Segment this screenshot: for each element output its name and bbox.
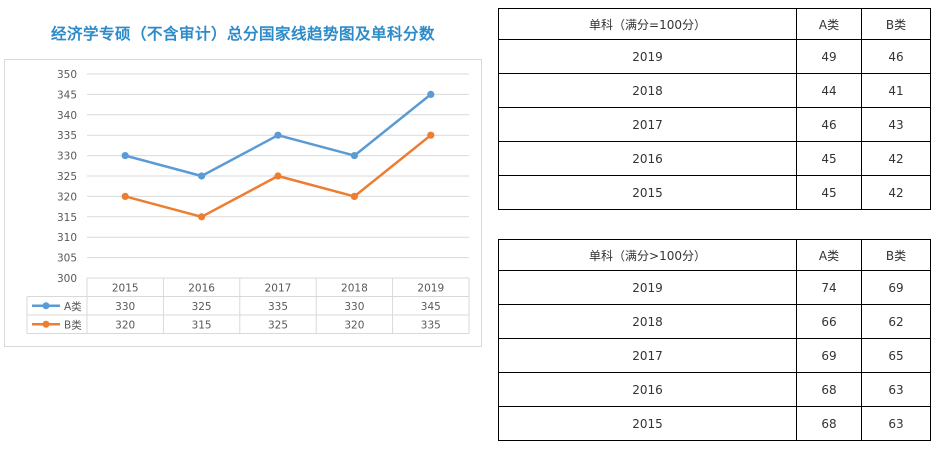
x-category-label: 2017 bbox=[265, 282, 292, 294]
line-chart: 300 305 310 315 320 325 330 335 340 345 350 2015 201… bbox=[4, 59, 482, 347]
chart-title: 经济学专硕（不含审计）总分国家线趋势图及单科分数 bbox=[50, 25, 435, 43]
header-b: B类 bbox=[861, 239, 931, 271]
b-cell: 42 bbox=[861, 141, 931, 176]
table-row: 2015 68 63 bbox=[498, 406, 931, 441]
year-cell: 2018 bbox=[498, 304, 797, 339]
single-subject-table-100: 单科（满分=100分） A类 B类 2019 49 46 2018 44 41 … bbox=[498, 8, 931, 210]
year-cell: 2017 bbox=[498, 338, 797, 373]
b-cell: 69 bbox=[861, 270, 931, 305]
table-row: 2017 69 65 bbox=[498, 338, 931, 373]
data-point bbox=[350, 192, 358, 200]
year-cell: 2019 bbox=[498, 270, 797, 305]
table-header-row: 单科（满分=100分） A类 B类 bbox=[498, 8, 931, 40]
data-table-value: 335 bbox=[268, 301, 288, 313]
y-tick-label: 315 bbox=[57, 212, 77, 224]
year-cell: 2018 bbox=[498, 73, 797, 108]
header-a: A类 bbox=[796, 239, 862, 271]
b-cell: 63 bbox=[861, 406, 931, 441]
header-subject: 单科（满分>100分） bbox=[498, 239, 797, 271]
data-table-value: 325 bbox=[192, 301, 212, 313]
chart-svg: 300 305 310 315 320 325 330 335 340 345 350 2015 201… bbox=[26, 69, 470, 334]
year-cell: 2015 bbox=[498, 406, 797, 441]
header-b: B类 bbox=[861, 8, 931, 40]
b-cell: 43 bbox=[861, 107, 931, 142]
data-point bbox=[274, 172, 282, 180]
table-row: 2018 66 62 bbox=[498, 304, 931, 339]
y-tick-label: 335 bbox=[57, 130, 77, 142]
data-point bbox=[427, 131, 435, 139]
data-point bbox=[121, 152, 129, 160]
data-table-value: 330 bbox=[115, 301, 135, 313]
year-cell: 2017 bbox=[498, 107, 797, 142]
b-cell: 46 bbox=[861, 39, 931, 74]
single-subject-table-over-100: 单科（满分>100分） A类 B类 2019 74 69 2018 66 62 … bbox=[498, 239, 931, 441]
data-table-value: 325 bbox=[268, 319, 288, 331]
a-cell: 68 bbox=[796, 406, 862, 441]
header-a: A类 bbox=[796, 8, 862, 40]
a-cell: 44 bbox=[796, 73, 862, 108]
year-cell: 2019 bbox=[498, 39, 797, 74]
a-cell: 49 bbox=[796, 39, 862, 74]
y-tick-label: 325 bbox=[57, 171, 77, 183]
x-category-label: 2019 bbox=[417, 282, 444, 294]
table-header-row: 单科（满分>100分） A类 B类 bbox=[498, 239, 931, 271]
year-cell: 2016 bbox=[498, 141, 797, 176]
table-row: 2019 49 46 bbox=[498, 39, 931, 74]
data-point bbox=[121, 192, 129, 200]
b-cell: 63 bbox=[861, 372, 931, 407]
data-table-value: 320 bbox=[115, 319, 135, 331]
legend-key-marker bbox=[42, 302, 50, 310]
y-tick-label: 320 bbox=[57, 191, 77, 203]
data-table-value: 315 bbox=[192, 319, 212, 331]
data-point bbox=[198, 172, 206, 180]
table-row: 2018 44 41 bbox=[498, 73, 931, 108]
table-row: 2015 45 42 bbox=[498, 175, 931, 210]
a-cell: 74 bbox=[796, 270, 862, 305]
a-cell: 46 bbox=[796, 107, 862, 142]
x-category-label: 2015 bbox=[112, 282, 139, 294]
a-cell: 45 bbox=[796, 175, 862, 210]
a-cell: 68 bbox=[796, 372, 862, 407]
x-category-label: 2016 bbox=[188, 282, 215, 294]
y-tick-label: 300 bbox=[57, 273, 77, 285]
data-point bbox=[350, 152, 358, 160]
data-point bbox=[274, 131, 282, 139]
b-cell: 41 bbox=[861, 73, 931, 108]
y-tick-label: 345 bbox=[57, 89, 77, 101]
y-tick-label: 305 bbox=[57, 253, 77, 265]
data-table-value: 330 bbox=[344, 301, 364, 313]
data-point bbox=[198, 213, 206, 221]
table-row: 2016 45 42 bbox=[498, 141, 931, 176]
header-subject: 单科（满分=100分） bbox=[498, 8, 797, 40]
data-table-value: 335 bbox=[421, 319, 441, 331]
y-tick-label: 340 bbox=[57, 110, 77, 122]
data-point bbox=[427, 90, 435, 98]
year-cell: 2016 bbox=[498, 372, 797, 407]
a-cell: 69 bbox=[796, 338, 862, 373]
legend-key-marker bbox=[42, 320, 50, 328]
year-cell: 2015 bbox=[498, 175, 797, 210]
b-cell: 62 bbox=[861, 304, 931, 339]
data-table-value: 320 bbox=[344, 319, 364, 331]
b-cell: 42 bbox=[861, 175, 931, 210]
a-cell: 45 bbox=[796, 141, 862, 176]
a-cell: 66 bbox=[796, 304, 862, 339]
y-tick-label: 330 bbox=[57, 151, 77, 163]
y-tick-label: 310 bbox=[57, 232, 77, 244]
table-row: 2019 74 69 bbox=[498, 270, 931, 305]
legend-label: A类 bbox=[64, 300, 82, 313]
data-table-value: 345 bbox=[421, 301, 441, 313]
b-cell: 65 bbox=[861, 338, 931, 373]
y-tick-label: 350 bbox=[57, 69, 77, 81]
x-category-label: 2018 bbox=[341, 282, 368, 294]
table-row: 2017 46 43 bbox=[498, 107, 931, 142]
legend-label: B类 bbox=[64, 318, 82, 331]
table-row: 2016 68 63 bbox=[498, 372, 931, 407]
